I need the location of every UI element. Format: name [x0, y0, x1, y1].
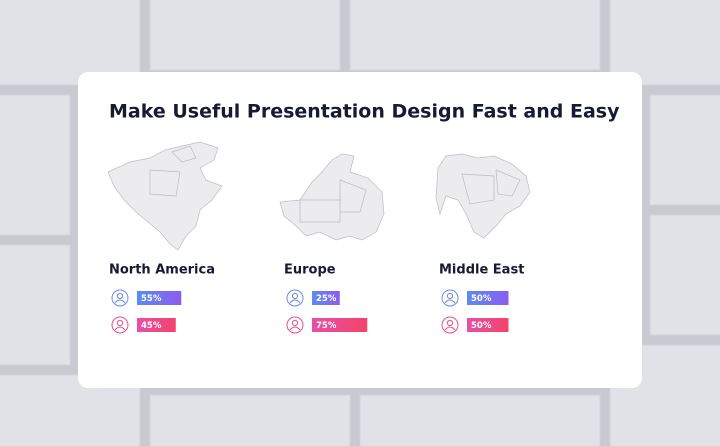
person-head [116, 292, 124, 300]
person-head [116, 319, 124, 327]
stat-label: 25% [316, 294, 337, 304]
region-name: North America [109, 263, 215, 278]
region-name: Middle East [439, 263, 524, 278]
person-head [291, 319, 299, 327]
person-icon [441, 289, 459, 307]
region-name: Europe [284, 263, 336, 278]
stat-bar [467, 291, 509, 305]
map-north-america [107, 141, 223, 251]
stat-bar [312, 291, 340, 305]
stat-label: 45% [141, 321, 162, 331]
map-europe [279, 153, 385, 241]
person-head [446, 319, 454, 327]
person-icon [441, 316, 459, 334]
person-body [289, 299, 301, 304]
person-body [114, 299, 126, 304]
card-title: Make Useful Presentation Design Fast and… [109, 101, 620, 123]
person-icon [286, 289, 304, 307]
stat-bar [137, 291, 182, 305]
person-icon [111, 289, 129, 307]
stat-label: 55% [141, 294, 162, 304]
person-body [114, 326, 126, 331]
person-body [289, 326, 301, 331]
person-icon [111, 316, 129, 334]
stat-bar [467, 318, 509, 332]
stat-bar [137, 318, 176, 332]
map-middle-east [435, 153, 531, 239]
stat-label: 50% [471, 294, 492, 304]
person-icon [286, 316, 304, 334]
person-head [446, 292, 454, 300]
stat-label: 50% [471, 321, 492, 331]
person-body [444, 326, 456, 331]
person-head [291, 292, 299, 300]
stat-label: 75% [316, 321, 337, 331]
person-body [444, 299, 456, 304]
stat-bar [312, 318, 368, 332]
